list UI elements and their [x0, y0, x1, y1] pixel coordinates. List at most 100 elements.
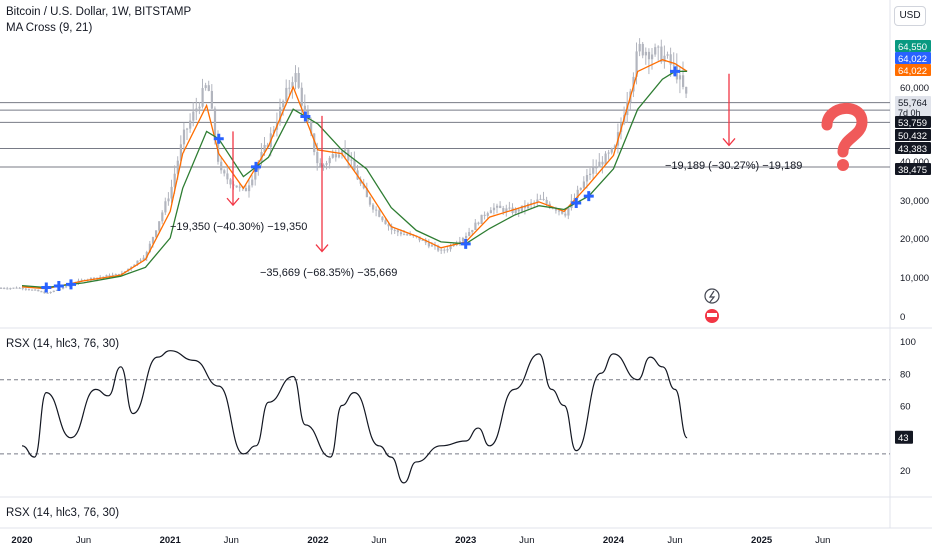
- candle-body: [613, 145, 616, 149]
- price-label: 43,383: [898, 144, 927, 155]
- time-tick-label: Jun: [224, 535, 239, 546]
- candle-body: [151, 237, 155, 244]
- candle-body: [55, 289, 58, 291]
- drawdown-label: −19,350 (−40.30%) −19,350: [170, 221, 307, 233]
- candle-body: [279, 107, 282, 123]
- candle-body: [542, 198, 545, 200]
- rsx-value-label: 43: [898, 433, 909, 444]
- candles: [0, 38, 688, 294]
- indicator-title[interactable]: MA Cross (9, 21): [6, 22, 93, 34]
- candle-body: [440, 249, 443, 251]
- candle-body: [300, 87, 303, 106]
- candle-body: [161, 212, 164, 222]
- arrow-head: [226, 197, 240, 207]
- candle-body: [350, 159, 353, 161]
- candle-body: [46, 292, 49, 294]
- candle-body: [362, 183, 365, 189]
- candle-body: [477, 222, 480, 224]
- ma-cross-marker: [41, 282, 52, 293]
- candle-body: [89, 277, 93, 280]
- candle-body: [244, 187, 248, 192]
- candle-body: [93, 277, 96, 280]
- bar-countdown: 7d 0h: [898, 108, 921, 118]
- ma-cross-marker: [460, 238, 471, 249]
- price-label-bg: [895, 129, 931, 141]
- time-axis: 2020 Jun 2021 Jun 2022 Jun 2023 Jun 2024 Jun 2025 J…: [11, 535, 830, 546]
- candle-body: [589, 173, 592, 176]
- candle-body: [155, 230, 158, 238]
- candle-body: [399, 232, 403, 235]
- fast-ma-line: [21, 59, 688, 290]
- candle-body: [272, 129, 275, 134]
- symbol-title[interactable]: Bitcoin / U.S. Dollar, 1W, BITSTAMP: [6, 6, 192, 18]
- rsx-lower-pane-title[interactable]: RSX (14, hlc3, 76, 30): [6, 507, 120, 519]
- candle-body: [378, 210, 381, 217]
- candle-body: [595, 167, 598, 169]
- candle-body: [461, 237, 465, 242]
- candle-body: [80, 279, 83, 281]
- candle-body: [43, 291, 46, 294]
- lightning-icon: [708, 290, 716, 303]
- price-tick-label: 10,000: [900, 273, 929, 284]
- candle-body: [545, 199, 548, 204]
- price-axis: 010,00020,00030,00040,00060,00064,55064,…: [895, 40, 931, 323]
- candle-body: [65, 286, 68, 288]
- candle-body: [238, 186, 241, 188]
- candle-body: [610, 148, 613, 153]
- rsx-pane-title[interactable]: RSX (14, hlc3, 76, 30): [6, 338, 120, 350]
- candle-body: [235, 185, 238, 188]
- time-tick-label: 2024: [603, 535, 625, 546]
- time-tick-label: Jun: [371, 535, 386, 546]
- candle-body: [12, 287, 15, 289]
- candle-body: [0, 287, 3, 289]
- candle-body: [508, 207, 511, 209]
- time-tick-label: Jun: [519, 535, 534, 546]
- candle-body: [561, 211, 564, 214]
- candle-body: [49, 291, 52, 293]
- candle-body: [387, 224, 390, 227]
- price-label-bg: [895, 64, 931, 76]
- candle-body: [393, 229, 396, 231]
- us-flag-stripe: [707, 313, 717, 317]
- candle-body: [263, 144, 266, 153]
- candle-body: [331, 154, 334, 158]
- ma-cross-marker: [65, 279, 76, 290]
- rsx-tick-label: 80: [900, 369, 911, 380]
- candle-body: [359, 179, 362, 184]
- candle-body: [499, 205, 502, 209]
- candle-body: [27, 289, 31, 291]
- moving-averages: [21, 59, 688, 290]
- ma-cross-marker: [213, 133, 224, 144]
- candle-body: [685, 86, 688, 94]
- ma-cross-marker: [250, 161, 261, 172]
- price-label-bg: [895, 96, 931, 118]
- candle-body: [291, 82, 294, 88]
- candle-body: [406, 234, 409, 236]
- event-icon: [704, 288, 720, 304]
- candle-body: [492, 207, 496, 211]
- candle-body: [375, 209, 378, 211]
- arrow-head: [722, 137, 736, 147]
- candle-body: [607, 152, 610, 154]
- candle-body: [226, 173, 229, 180]
- candle-body: [449, 245, 452, 250]
- candle-body: [145, 252, 148, 258]
- candle-body: [678, 75, 682, 80]
- time-tick-label: 2023: [455, 535, 476, 546]
- candle-body: [480, 214, 483, 224]
- candle-body: [381, 216, 384, 221]
- candle-body: [173, 173, 176, 187]
- horizontal-levels: [0, 102, 890, 168]
- candle-body: [164, 201, 167, 213]
- candle-body: [213, 108, 217, 138]
- price-label: 64,022: [898, 54, 927, 65]
- candle-body: [6, 288, 9, 290]
- drawdown-label: −19,189 (−30.27%) −19,189: [665, 160, 802, 172]
- candle-body: [210, 90, 213, 109]
- candle-body: [682, 75, 685, 87]
- time-tick-label: Jun: [667, 535, 682, 546]
- candle-body: [325, 163, 328, 165]
- candle-body: [167, 198, 170, 202]
- currency-button[interactable]: USD: [894, 6, 926, 26]
